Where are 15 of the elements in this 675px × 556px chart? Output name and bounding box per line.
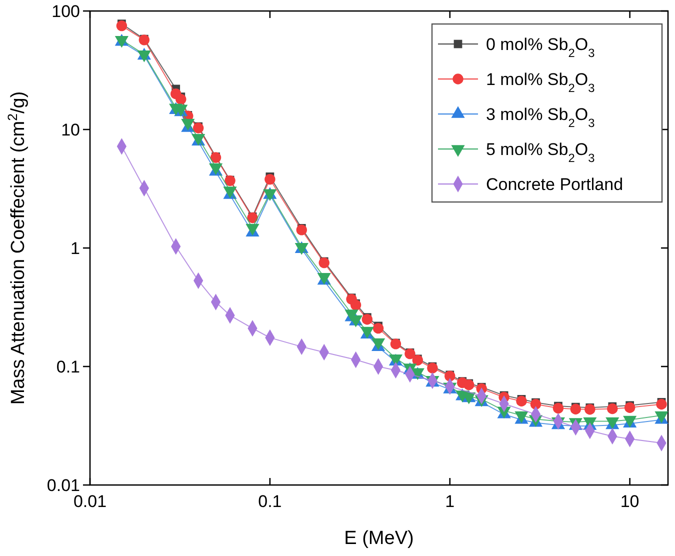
legend-label: Concrete Portland — [486, 174, 624, 194]
y-tick-label: 1 — [70, 238, 80, 258]
y-tick-label: 0.1 — [56, 357, 80, 376]
legend-label: 5 mol% Sb$_{2}$O$_{3}$ — [486, 140, 596, 165]
x-tick-label: 0.01 — [73, 492, 107, 511]
y-tick-label: 10 — [61, 120, 80, 140]
legend-label: 0 mol% Sb$_{2}$O$_{3}$ — [486, 34, 596, 60]
y-tick-label: 0.01 — [46, 476, 80, 495]
legend-label: 1 mol% Sb$_{2}$O$_{3}$ — [486, 70, 596, 95]
legend-label: 3 mol% Sb$_{2}$O$_{3}$ — [486, 104, 596, 130]
x-axis-title: E (MeV) — [344, 528, 414, 549]
x-tick-label: 10 — [620, 492, 640, 511]
x-tick-label: 1 — [445, 492, 455, 511]
y-tick-label: 100 — [52, 2, 80, 21]
x-tick-label: 0.1 — [258, 492, 282, 511]
